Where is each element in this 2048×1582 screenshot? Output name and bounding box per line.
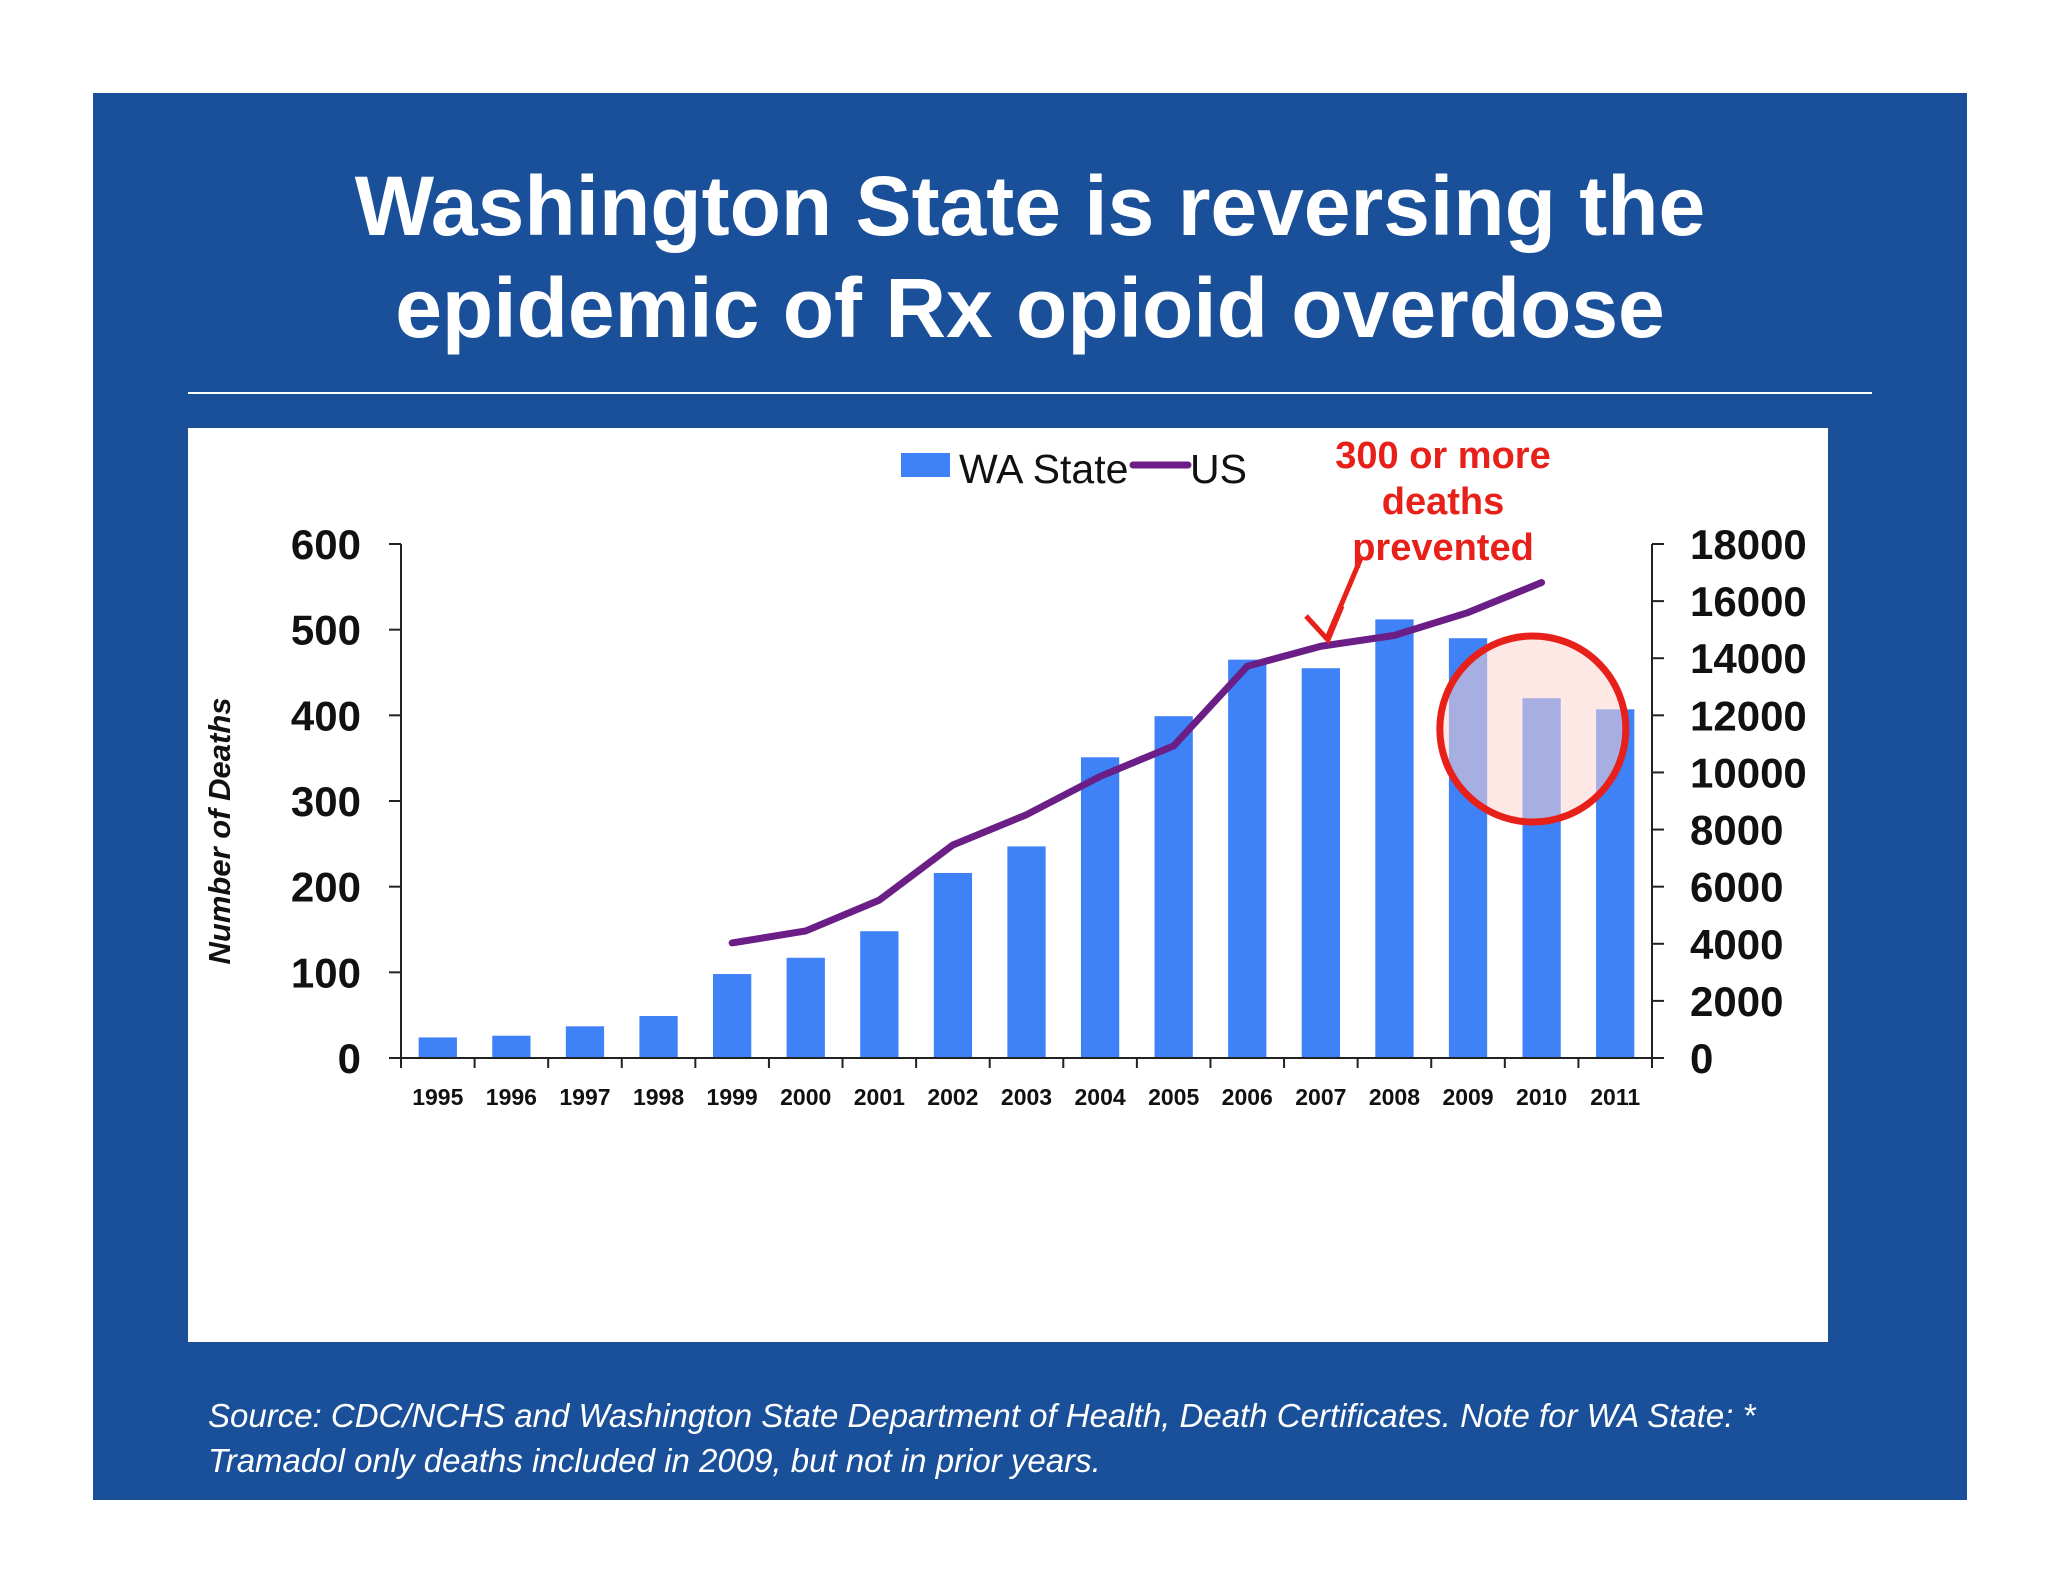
x-tick-label-2002: 2002 xyxy=(927,1084,978,1110)
annotation-line-3: prevented xyxy=(1352,527,1534,569)
us-line xyxy=(728,579,1546,947)
x-tick-label-2010: 2010 xyxy=(1516,1084,1567,1110)
y-tick-label-right: 12000 xyxy=(1690,692,1807,739)
legend-swatch-wa-state xyxy=(901,453,950,477)
highlight-circle xyxy=(1436,632,1630,826)
x-tick-label-2001: 2001 xyxy=(854,1084,905,1110)
bar-2001 xyxy=(860,931,899,1058)
x-tick-label-2000: 2000 xyxy=(780,1084,831,1110)
y-tick-label-left: 200 xyxy=(291,864,361,911)
bar-2000 xyxy=(786,957,825,1058)
chart-axes xyxy=(389,543,1664,1068)
y-tick-label-right: 6000 xyxy=(1690,864,1783,911)
y-tick-label-right: 18000 xyxy=(1690,521,1807,568)
legend-label-us: US xyxy=(1190,446,1247,492)
bar-2004 xyxy=(1080,757,1120,1058)
slide-title-line-2: epidemic of Rx opioid overdose xyxy=(395,261,1665,355)
bar-2006 xyxy=(1228,659,1267,1058)
chart-panel: WA State US 0 100 200 300 400 500 600 0 2000 4000 6… xyxy=(188,428,1828,1342)
bar-2007 xyxy=(1301,668,1340,1058)
x-tick-label-2007: 2007 xyxy=(1295,1084,1346,1110)
chart-legend: WA State US xyxy=(901,446,1247,492)
legend-label-wa-state: WA State xyxy=(959,446,1128,492)
x-tick-label-2006: 2006 xyxy=(1222,1084,1273,1110)
highlight-layer xyxy=(1304,557,1630,826)
bar-1995 xyxy=(418,1037,457,1058)
bar-2008 xyxy=(1375,619,1414,1058)
slide-title-line-1: Washington State is reversing the xyxy=(354,159,1706,253)
bar-2005 xyxy=(1154,716,1193,1058)
bar-1997 xyxy=(565,1026,605,1058)
chart: WA State US 01002003004005006000200040006… xyxy=(202,446,1807,1110)
title-divider xyxy=(188,392,1872,394)
x-tick-label-1996: 1996 xyxy=(486,1084,537,1110)
y-tick-label-right: 2000 xyxy=(1690,978,1783,1025)
y-tick-label-left: 400 xyxy=(291,692,361,739)
annotation-arrow-head xyxy=(1304,605,1345,645)
source-note: Source: CDC/NCHS and Washington State De… xyxy=(208,1397,1756,1479)
x-tick-label-2005: 2005 xyxy=(1148,1084,1199,1110)
annotation-line-2: deaths xyxy=(1381,481,1505,523)
x-tick-label-2004: 2004 xyxy=(1075,1084,1126,1110)
y-tick-label-left: 500 xyxy=(291,607,361,654)
line-series-us xyxy=(728,579,1546,947)
x-tick-label-2011: 2011 xyxy=(1590,1084,1640,1110)
bar-1999 xyxy=(713,974,752,1058)
bar-series-wa-state xyxy=(418,619,1635,1058)
x-tick-label-1999: 1999 xyxy=(707,1084,758,1110)
y-tick-label-right: 4000 xyxy=(1690,921,1783,968)
slide: Washington State is reversing the epidem… xyxy=(93,93,1967,1500)
annotation-deaths-prevented: 300 or more deaths prevented xyxy=(1303,433,1583,571)
y-tick-label-left: 600 xyxy=(291,521,361,568)
y-tick-label-right: 0 xyxy=(1690,1035,1713,1082)
x-tick-label-1998: 1998 xyxy=(633,1084,684,1110)
x-tick-label-1995: 1995 xyxy=(412,1084,463,1110)
y-tick-label-right: 14000 xyxy=(1690,635,1807,682)
x-tick-label-2009: 2009 xyxy=(1442,1084,1493,1110)
y-tick-label-right: 8000 xyxy=(1690,807,1783,854)
y-tick-label-right: 16000 xyxy=(1690,578,1807,625)
x-tick-label-2003: 2003 xyxy=(1001,1084,1052,1110)
bar-1996 xyxy=(492,1035,531,1058)
y-tick-label-left: 0 xyxy=(338,1035,361,1082)
annotation-line-1: 300 or more xyxy=(1335,435,1551,477)
bar-2002 xyxy=(933,872,973,1058)
x-tick-label-1997: 1997 xyxy=(559,1084,610,1110)
x-tick-label-2008: 2008 xyxy=(1369,1084,1420,1110)
chart-labels: 0100200300400500600020004000600080001000… xyxy=(202,521,1807,1110)
y-tick-label-right: 10000 xyxy=(1690,749,1807,796)
bar-2003 xyxy=(1007,846,1046,1058)
bar-1998 xyxy=(639,1016,678,1058)
y-axis-title-left: Number of Deaths xyxy=(202,698,237,965)
y-tick-label-left: 100 xyxy=(291,949,361,996)
slide-title: Washington State is reversing the epidem… xyxy=(93,155,1967,359)
y-tick-label-left: 300 xyxy=(291,778,361,825)
